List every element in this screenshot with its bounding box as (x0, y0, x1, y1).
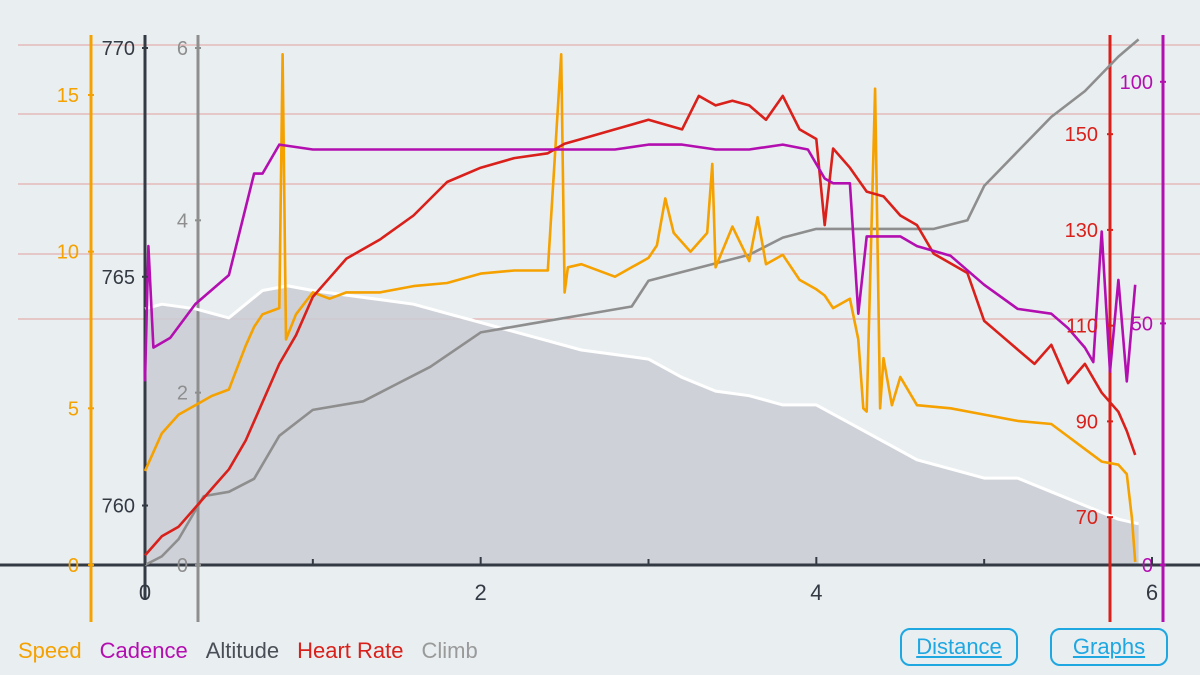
line-heart-rate (144, 94, 1137, 557)
tick-label-cadence: 0 (1142, 555, 1153, 577)
legend: Speed Cadence Altitude Heart Rate Climb (18, 638, 478, 664)
altitude-fill (145, 285, 1139, 565)
tick-label-altitude: 770 (102, 38, 135, 60)
tick-label-heart-rate: 90 (1076, 411, 1098, 433)
graphs-button[interactable]: Graphs (1050, 628, 1168, 666)
tick-label-altitude: 760 (102, 496, 135, 518)
tick-label-heart-rate: 130 (1065, 220, 1098, 242)
series-lines (143, 38, 1140, 567)
altitude-area (145, 285, 1139, 565)
tick-labels: 0 5 10 15 760 765 770 0 2 4 6 70 90 110 130 150 0 50 100 0 2… (57, 38, 1166, 605)
tick-label-speed: 0 (68, 555, 79, 577)
tick-label-cadence: 100 (1120, 72, 1153, 94)
tick-label-cadence: 50 (1131, 313, 1153, 335)
x-tick-label: 6 (1146, 580, 1158, 605)
line-speed (143, 52, 1137, 562)
multi-series-chart: 0 5 10 15 760 765 770 0 2 4 6 70 90 110 130 150 0 50 100 0 2… (0, 35, 1200, 622)
line-altitude (144, 284, 1139, 526)
x-tick-label: 0 (139, 580, 151, 605)
tick-label-climb: 0 (177, 555, 188, 577)
legend-speed[interactable]: Speed (18, 638, 82, 663)
distance-button[interactable]: Distance (900, 628, 1018, 666)
line-climb (144, 38, 1140, 567)
tick-label-heart-rate: 110 (1066, 316, 1098, 338)
tick-label-altitude: 765 (102, 267, 135, 289)
tick-label-climb: 6 (177, 38, 188, 60)
legend-altitude[interactable]: Altitude (205, 638, 280, 663)
tick-label-heart-rate: 150 (1065, 124, 1098, 146)
tick-label-heart-rate: 70 (1076, 507, 1098, 529)
x-tick-label: 2 (475, 580, 487, 605)
tick-label-climb: 2 (177, 383, 188, 405)
tick-label-speed: 10 (57, 242, 79, 264)
legend-climb[interactable]: Climb (421, 638, 478, 663)
tick-label-climb: 4 (177, 210, 188, 232)
legend-heart-rate[interactable]: Heart Rate (297, 638, 404, 663)
tick-label-speed: 15 (57, 85, 79, 107)
line-cadence (143, 143, 1137, 383)
tick-label-speed: 5 (68, 398, 79, 420)
gridlines (18, 44, 1200, 320)
legend-cadence[interactable]: Cadence (99, 638, 188, 663)
x-tick-label: 4 (810, 580, 822, 605)
